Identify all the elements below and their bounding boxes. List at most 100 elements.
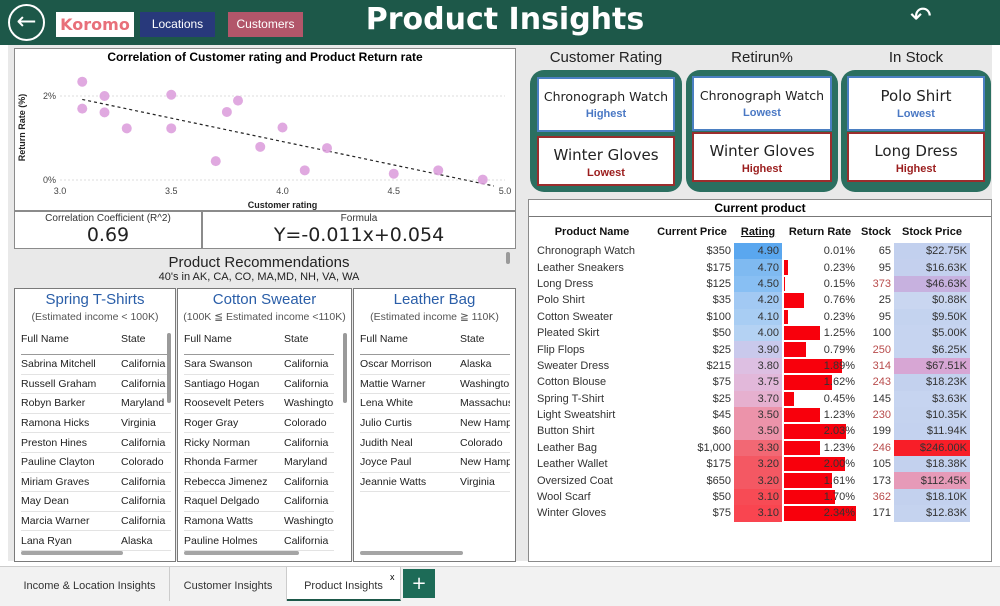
return-rate-bar xyxy=(784,309,788,324)
horizontal-scrollbar[interactable] xyxy=(21,551,123,555)
stock-price-cell: $18.38K xyxy=(894,456,970,473)
x-tick-label: 4.5 xyxy=(387,186,400,196)
table-row: Flip Flops $25 3.90 0.79% 250 $6.25K xyxy=(534,341,970,358)
table-row: Light Sweatshirt $45 3.50 1.23% 230 $10.… xyxy=(534,406,970,424)
horizontal-scrollbar[interactable] xyxy=(360,551,463,555)
stock-cell: 373 xyxy=(872,277,891,290)
stock-cell: 246 xyxy=(872,441,891,454)
customer-state: Washington xyxy=(460,377,510,390)
customer-state: Virginia xyxy=(121,417,156,430)
tab-product-insights[interactable]: Product Insights xyxy=(287,567,401,601)
return-top-name: Chronograph Watch xyxy=(699,88,825,103)
return-rate-value: 0.45% xyxy=(823,392,855,405)
product-name: Leather Sneakers xyxy=(537,261,624,274)
add-tab-button[interactable]: + xyxy=(403,569,435,598)
scatter-point xyxy=(477,174,488,185)
column-header[interactable]: Product Name xyxy=(554,226,630,238)
correlation-card: Correlation Coefficient (R^2) 0.69 xyxy=(14,211,202,249)
customer-name: Jeannie Watts xyxy=(360,475,427,488)
customer-state: California xyxy=(284,358,329,371)
product-name: Wool Scarf xyxy=(537,491,591,504)
scatter-point xyxy=(299,165,310,176)
stock-cell: 250 xyxy=(872,343,891,356)
rating-card-header: Customer Rating xyxy=(549,49,663,66)
scatter-point xyxy=(388,168,399,179)
stock-price-cell: $46.63K xyxy=(894,275,970,293)
customers-button[interactable]: Customers xyxy=(228,12,303,37)
table-row: Pauline Clayton Colorado xyxy=(21,453,171,473)
table-row: Roosevelt Peters Washington xyxy=(184,394,334,414)
formula-value: Y=-0.011x+0.054 xyxy=(273,224,445,246)
stock-price-cell: $6.25K xyxy=(894,341,970,358)
col-header-name[interactable]: Full Name xyxy=(21,333,69,345)
customer-name: Miriam Graves xyxy=(21,475,90,488)
return-rate-cell: 1.25% xyxy=(782,325,858,341)
return-bottom-name: Winter Gloves xyxy=(709,142,815,160)
return-card: Chronograph Watch Lowest Winter Gloves H… xyxy=(686,70,838,192)
vertical-scrollbar[interactable] xyxy=(167,333,171,403)
table-row: Polo Shirt $35 4.20 0.76% 25 $0.88K xyxy=(534,292,970,309)
return-rate-bar xyxy=(784,342,806,357)
table-row: Lena White Massachusetts xyxy=(360,394,510,414)
scatter-point xyxy=(255,141,266,152)
column-header[interactable]: Rating xyxy=(740,226,776,238)
current-price: $1,000 xyxy=(697,441,731,454)
x-axis-label: Customer rating xyxy=(248,200,318,210)
correlation-value: 0.69 xyxy=(86,224,130,246)
scatter-point xyxy=(166,89,177,100)
col-header-state[interactable]: State xyxy=(284,333,309,345)
return-card-header: Retirun% xyxy=(731,49,793,66)
rating-cell: 3.30 xyxy=(734,439,782,457)
customer-state: California xyxy=(284,377,329,390)
tab-customer-insights[interactable]: Customer Insights xyxy=(170,567,287,601)
back-arrow-icon[interactable]: ← xyxy=(8,4,45,41)
column-header[interactable]: Return Rate xyxy=(788,226,852,238)
rating-cell: 3.70 xyxy=(734,390,782,407)
rating-top-name: Chronograph Watch xyxy=(543,89,669,104)
col-header-name[interactable]: Full Name xyxy=(360,333,408,345)
customer-state: Virginia xyxy=(460,475,495,488)
column-header[interactable]: Stock xyxy=(861,226,891,238)
recommendations-scrollbar[interactable] xyxy=(506,252,510,264)
return-rate-value: 1.62% xyxy=(823,376,855,389)
table-row: Marcia Warner California xyxy=(21,512,171,532)
return-rate-bar xyxy=(784,440,821,456)
customer-name: Pauline Holmes xyxy=(184,534,258,547)
vertical-scrollbar[interactable] xyxy=(343,333,347,403)
return-rate-cell: 0.79% xyxy=(782,341,858,357)
undo-icon[interactable]: ↶ xyxy=(910,2,932,32)
table-row: Preston Hines California xyxy=(21,433,171,453)
col-header-name[interactable]: Full Name xyxy=(184,333,232,345)
tab-income-location[interactable]: Income & Location Insights xyxy=(10,567,170,601)
product-name: Polo Shirt xyxy=(537,294,585,307)
rating-cell: 3.20 xyxy=(734,456,782,473)
close-tab-icon[interactable]: x xyxy=(390,572,395,582)
col-header-state[interactable]: State xyxy=(460,333,485,345)
product-name: Flip Flops xyxy=(537,343,585,356)
rating-cell: 4.00 xyxy=(734,324,782,342)
product-name: Sweater Dress xyxy=(537,359,610,372)
table-row: May Dean California xyxy=(21,492,171,512)
col-header-state[interactable]: State xyxy=(121,333,146,345)
rating-cell: 4.90 xyxy=(734,243,782,260)
column-header[interactable]: Current Price xyxy=(657,226,727,238)
scatter-point xyxy=(210,156,221,167)
customer-name: Sara Swanson xyxy=(184,358,253,371)
product-table: Product Name Current Price Rating Return Ra… xyxy=(534,221,970,522)
stock-cell: 243 xyxy=(872,376,891,389)
customer-state: California xyxy=(121,436,166,449)
horizontal-scrollbar[interactable] xyxy=(184,551,299,555)
current-price: $45 xyxy=(712,409,731,422)
column-header[interactable]: Stock Price xyxy=(902,226,962,238)
table-row: Leather Wallet $175 3.20 2.00% 105 $18.3… xyxy=(534,456,970,473)
locations-button[interactable]: Locations xyxy=(140,12,215,37)
list-title: Cotton Sweater xyxy=(212,291,317,308)
table-row: Ramona Hicks Virginia xyxy=(21,414,171,434)
return-rate-value: 1.61% xyxy=(823,474,855,487)
customer-state: California xyxy=(121,515,166,528)
product-name: Cotton Sweater xyxy=(537,310,613,323)
page-tabs: Income & Location Insights Customer Insi… xyxy=(0,566,1000,606)
return-rate-bar xyxy=(784,407,821,423)
rating-top-card: Chronograph Watch Highest xyxy=(537,77,675,132)
scatter-point xyxy=(433,165,444,176)
